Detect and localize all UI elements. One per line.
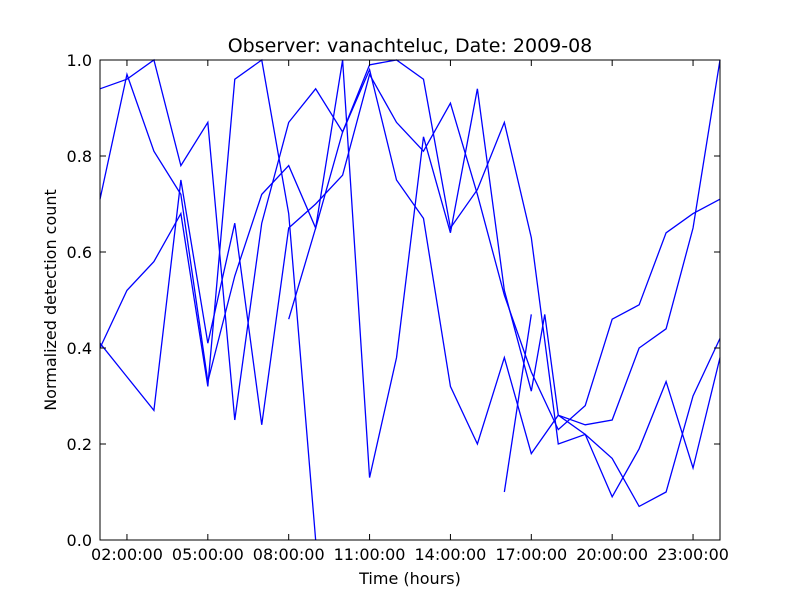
series-line-1: [99, 59, 721, 499]
x-tick-label: 11:00:00: [334, 545, 406, 564]
y-tick-label: 0.2: [67, 435, 92, 454]
y-tick-label: 0.8: [67, 147, 92, 166]
x-axis-label: Time (hours): [358, 569, 461, 588]
x-tick-label: 02:00:00: [91, 545, 163, 564]
y-tick-label: 1.0: [67, 51, 92, 70]
chart-title: Observer: vanachteluc, Date: 2009-08: [228, 35, 593, 57]
series-layer: [99, 58, 721, 541]
y-tick-label: 0.6: [67, 243, 92, 262]
x-tick-label: 08:00:00: [253, 545, 325, 564]
x-tick-label: 17:00:00: [495, 545, 567, 564]
y-axis-label: Normalized detection count: [41, 189, 60, 411]
y-axis-ticks: 0.0 0.2 0.4 0.6 0.8 1.0: [67, 51, 720, 550]
series-line-6: [503, 314, 532, 493]
y-tick-label: 0.4: [67, 339, 92, 358]
y-tick-label: 0.0: [67, 531, 92, 550]
x-tick-label: 23:00:00: [657, 545, 729, 564]
x-axis-ticks: 02:00:00 05:00:00 08:00:00 11:00:00 14:00:00…: [91, 60, 729, 564]
series-line-5: [288, 59, 721, 478]
series-line-4: [99, 72, 721, 431]
series-line-2: [99, 58, 721, 508]
x-tick-label: 05:00:00: [172, 545, 244, 564]
series-line-3: [99, 58, 317, 541]
x-tick-label: 14:00:00: [415, 545, 487, 564]
plot-frame: [99, 59, 721, 541]
x-tick-label: 20:00:00: [576, 545, 648, 564]
